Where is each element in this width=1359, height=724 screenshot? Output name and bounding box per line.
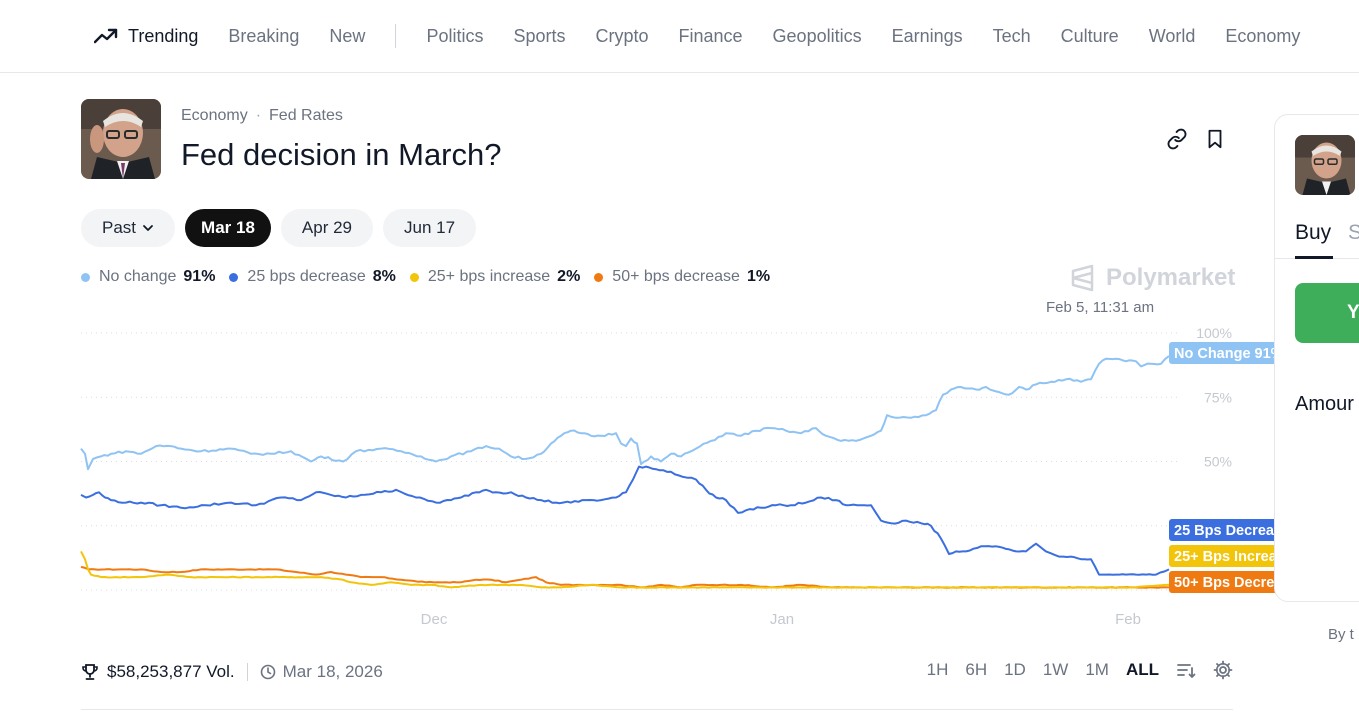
volume: $58,253,877 Vol. [81,662,235,682]
time-range-selector: 1H 6H 1D 1W 1M ALL [927,660,1233,680]
nav-item-earnings[interactable]: Earnings [891,25,963,46]
bookmark-icon[interactable] [1204,127,1226,151]
nav-item-sports[interactable]: Sports [513,25,566,46]
y-axis-labels: 100% 75% 50% [1196,325,1232,470]
range-1w[interactable]: 1W [1042,660,1069,679]
x-tick-label: Dec [421,611,448,628]
y-tick-label: 50% [1204,454,1232,470]
legend-value: 1% [746,268,771,285]
range-1d[interactable]: 1D [1004,660,1026,679]
legend-value: 91% [183,268,216,285]
clock-icon [260,664,275,680]
chart-grid [81,332,1180,591]
breadcrumb-category[interactable]: Economy [181,107,248,124]
watermark-text: Polymarket [1106,264,1236,291]
nav-item-culture[interactable]: Culture [1060,25,1119,46]
range-1h[interactable]: 1H [926,660,949,679]
legend-item-50-bps-decrease: 50+ bps decrease 1% [594,268,770,286]
panel-footer-text: By t [1328,626,1354,643]
series-line [80,550,1169,589]
chart-footer: $58,253,877 Vol. Mar 18, 2026 1H 6H 1D 1… [81,660,1233,684]
series-line [80,355,1170,471]
nav-item-economy[interactable]: Economy [1225,25,1301,46]
end-date: Mar 18, 2026 [260,662,383,682]
legend-dot [229,272,239,282]
footer-divider-line [81,709,1233,710]
legend-value: 2% [557,268,581,285]
legend-name: No change [99,268,177,285]
y-tick-label: 100% [1196,325,1232,341]
breadcrumb-subcategory[interactable]: Fed Rates [269,107,343,124]
event-image [81,99,161,179]
x-tick-label: Feb [1115,611,1141,628]
trophy-icon [82,664,98,680]
legend-dot [81,272,90,282]
nav-item-breaking[interactable]: Breaking [228,25,300,46]
legend-name: 25 bps decrease [247,268,366,285]
tab-buy[interactable]: Buy [1295,221,1332,244]
date-pill-apr-29[interactable]: Apr 29 [280,209,373,247]
nav-item-finance[interactable]: Finance [678,25,743,46]
amount-label: Amour [1295,393,1354,415]
legend-item-25-bps-increase: 25+ bps increase 2% [409,268,581,286]
breadcrumb-separator: · [255,107,262,124]
past-label: Past [102,218,137,237]
x-axis-labels: Dec Jan Feb [421,611,1141,628]
yes-button[interactable]: Ye [1295,283,1359,343]
legend-value: 8% [372,268,396,285]
nav-item-crypto[interactable]: Crypto [595,25,649,46]
breadcrumb: Economy · Fed Rates [181,107,343,125]
nav-item-trending[interactable]: Trending [94,26,198,47]
polymarket-logo-icon [1071,264,1094,292]
date-pill-mar-18[interactable]: Mar 18 [185,209,271,247]
chart-legend: No change 91% 25 bps decrease 8% 25+ bps… [81,268,770,286]
past-dropdown[interactable]: Past [81,209,176,247]
chevron-down-icon [143,225,153,231]
series-end-label: No Change 91% [1174,346,1284,362]
sort-lines-icon[interactable] [1176,660,1196,680]
panel-event-image [1295,135,1355,195]
trade-panel: Buy S Ye Amour [1274,114,1359,602]
nav-list: Trending Breaking New Politics Sports Cr… [94,0,1330,72]
nav-divider [395,24,397,48]
legend-dot [409,272,419,282]
legend-name: 25+ bps increase [427,268,551,285]
nav-item-new[interactable]: New [329,25,366,46]
top-nav: Trending Breaking New Politics Sports Cr… [0,0,1359,73]
page-title: Fed decision in March? [181,137,502,172]
nav-item-politics[interactable]: Politics [426,25,484,46]
range-1m[interactable]: 1M [1085,660,1109,679]
nav-item-tech[interactable]: Tech [992,25,1031,46]
chart-timestamp: Feb 5, 11:31 am [1046,299,1155,316]
date-pill-jun-17[interactable]: Jun 17 [383,209,477,247]
legend-dot [594,272,604,282]
footer-divider [246,663,248,681]
volume-value: $58,253,877 Vol. [107,662,235,681]
chart-series [80,355,1170,589]
tab-sell[interactable]: S [1348,221,1359,245]
legend-name: 50+ bps decrease [612,268,740,285]
date-selector: Past Mar 18 Apr 29 Jun 17 [81,209,477,247]
price-chart[interactable]: 100%75%50% Dec Jan Feb No Change 91%25 Bps… [0,300,1359,640]
nav-item-world[interactable]: World [1148,25,1196,46]
tab-active-indicator [1295,256,1333,259]
nav-item-geopolitics[interactable]: Geopolitics [772,25,862,46]
trending-icon [94,28,118,44]
polymarket-watermark: Polymarket [1070,264,1235,292]
series-line [80,465,1170,576]
link-icon[interactable] [1166,127,1188,151]
series-end-label-bg [1169,342,1282,364]
series-end-tag: No Change 91% [1169,342,1284,364]
y-tick-label: 75% [1204,389,1232,405]
gear-icon[interactable] [1213,660,1233,680]
legend-item-25-bps-decrease: 25 bps decrease 8% [229,268,396,286]
end-date-value: Mar 18, 2026 [282,662,383,681]
range-all[interactable]: ALL [1125,660,1159,679]
range-6h[interactable]: 6H [965,660,988,679]
nav-label: Trending [128,25,199,46]
legend-item-no-change: No change 91% [81,268,215,286]
x-tick-label: Jan [770,611,794,628]
